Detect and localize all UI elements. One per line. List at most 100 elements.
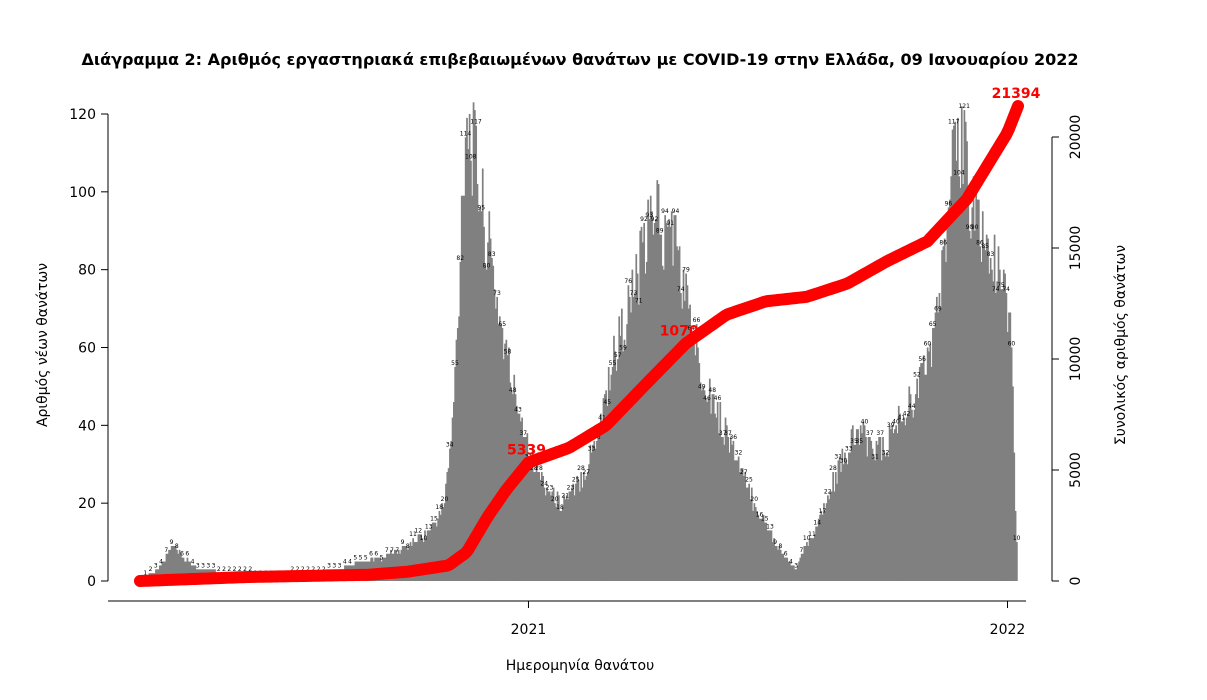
bar-value-label: 5	[353, 555, 357, 562]
bar	[456, 328, 459, 581]
bar	[803, 545, 806, 581]
bar	[492, 265, 495, 581]
bar-value-label: 52	[913, 372, 921, 379]
bar	[523, 437, 526, 581]
bar-value-label: 58	[504, 348, 512, 355]
bar	[687, 308, 690, 581]
bar	[1012, 386, 1014, 581]
bar	[971, 207, 974, 581]
bar-value-label: 95	[477, 204, 485, 211]
bar-value-label: 2	[290, 566, 294, 573]
bar	[739, 472, 741, 581]
bar	[660, 234, 663, 581]
bar	[606, 405, 609, 582]
bar-value-label: 91	[666, 220, 674, 227]
bar	[725, 425, 728, 581]
bar	[577, 479, 580, 581]
bar	[582, 472, 585, 581]
bar	[816, 526, 819, 581]
bar	[743, 475, 745, 581]
bar-value-label: 3	[201, 562, 205, 569]
bar-value-label: 69	[934, 305, 942, 312]
bar-value-label: 21	[561, 492, 569, 499]
bar	[454, 366, 457, 581]
bar	[706, 401, 709, 581]
bar	[488, 211, 491, 582]
bar	[917, 398, 920, 581]
bar	[659, 234, 661, 581]
bar	[421, 538, 424, 581]
bar-value-label: 121	[958, 103, 970, 110]
bar	[519, 421, 522, 581]
bar-value-label: 94	[661, 208, 669, 215]
bar	[468, 114, 471, 581]
bar	[947, 207, 950, 581]
bar	[773, 538, 775, 581]
bar	[741, 468, 744, 581]
bar	[974, 230, 976, 581]
y-left-tick-label: 80	[78, 263, 96, 279]
bar	[614, 351, 617, 581]
bar	[189, 561, 191, 581]
bar	[925, 374, 928, 581]
bar	[677, 250, 680, 581]
bar	[930, 366, 933, 581]
bar	[555, 507, 558, 581]
bar	[804, 545, 807, 581]
bar	[928, 351, 930, 581]
bar	[598, 429, 601, 581]
bar	[811, 538, 814, 581]
bar	[876, 444, 879, 581]
bar	[828, 499, 831, 581]
bar	[628, 296, 631, 581]
bar	[491, 257, 493, 581]
bar-value-label: 28	[535, 465, 543, 472]
bar	[455, 339, 458, 581]
bar-value-label: 4	[191, 558, 195, 565]
bar-value-label: 35	[855, 438, 863, 445]
bar	[538, 472, 541, 581]
bar	[937, 312, 939, 581]
bar	[953, 125, 955, 582]
bar	[819, 514, 821, 581]
bar	[967, 203, 970, 581]
bar	[432, 522, 434, 582]
bar-value-label: 12	[414, 527, 422, 534]
bar	[430, 526, 433, 581]
bar	[669, 226, 672, 582]
bar	[809, 538, 812, 581]
bar	[837, 460, 840, 581]
bar	[875, 440, 878, 581]
bar	[766, 530, 769, 581]
bar	[879, 437, 882, 581]
bar	[981, 211, 984, 582]
bar	[946, 226, 949, 582]
bar-value-label: 66	[693, 317, 701, 324]
bar-value-label: 10	[1013, 535, 1021, 542]
bar	[750, 487, 753, 581]
bar	[740, 468, 743, 581]
bar	[921, 363, 924, 581]
bar	[450, 440, 453, 581]
bar	[850, 429, 853, 581]
bar	[571, 487, 573, 581]
bar	[909, 394, 912, 581]
bar	[433, 522, 436, 582]
bar-value-label: 33	[845, 446, 853, 453]
bar	[779, 549, 782, 581]
bar	[550, 495, 552, 581]
bar	[963, 110, 966, 582]
bar	[987, 238, 989, 581]
bar	[782, 553, 785, 581]
bar	[719, 401, 722, 581]
x-tick-label: 2022	[990, 622, 1026, 638]
cumulative-annotation-label: 5339	[507, 442, 546, 458]
bar-value-label: 93	[645, 212, 653, 219]
bar-value-label: 2	[222, 566, 226, 573]
bar	[434, 522, 437, 582]
bar	[407, 549, 409, 581]
bar-value-label: 8	[175, 543, 179, 550]
y-left-tick-label: 100	[69, 185, 96, 201]
bar-value-label: 7	[390, 547, 394, 554]
bar	[720, 437, 723, 581]
